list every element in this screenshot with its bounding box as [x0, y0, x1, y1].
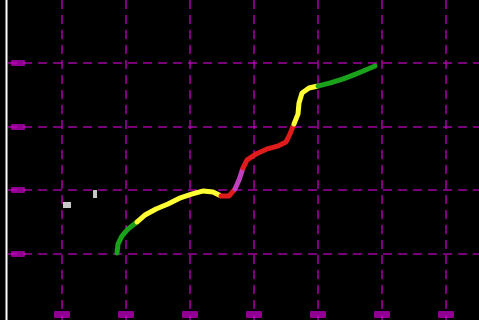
latitude-label-smudge: [11, 124, 25, 130]
station-marker-1: [63, 202, 71, 208]
grid-layer: [8, 0, 479, 320]
track-segment-magenta: [232, 165, 246, 192]
track-segment-red-2: [240, 121, 297, 171]
longitude-label-smudge: [246, 311, 262, 318]
station-markers: [63, 190, 97, 208]
longitude-label-smudge: [374, 311, 390, 318]
longitude-label-smudge: [310, 311, 326, 318]
storm-track: [114, 63, 378, 256]
track-segment-red-1: [218, 186, 238, 199]
station-marker-2: [93, 190, 97, 198]
latitude-labels: [11, 60, 25, 257]
track-segment-yellow-1: [134, 188, 224, 225]
latitude-label-smudge: [11, 60, 25, 66]
longitude-label-smudge: [438, 311, 454, 318]
longitude-label-smudge: [118, 311, 134, 318]
track-segment-yellow-2: [291, 83, 321, 127]
longitude-label-smudge: [182, 311, 198, 318]
longitude-label-smudge: [54, 311, 70, 318]
track-segment-green-1: [114, 219, 140, 256]
latitude-label-smudge: [11, 251, 25, 257]
track-segment-green-2: [315, 63, 378, 89]
latitude-label-smudge: [11, 187, 25, 193]
longitude-labels: [54, 311, 454, 318]
